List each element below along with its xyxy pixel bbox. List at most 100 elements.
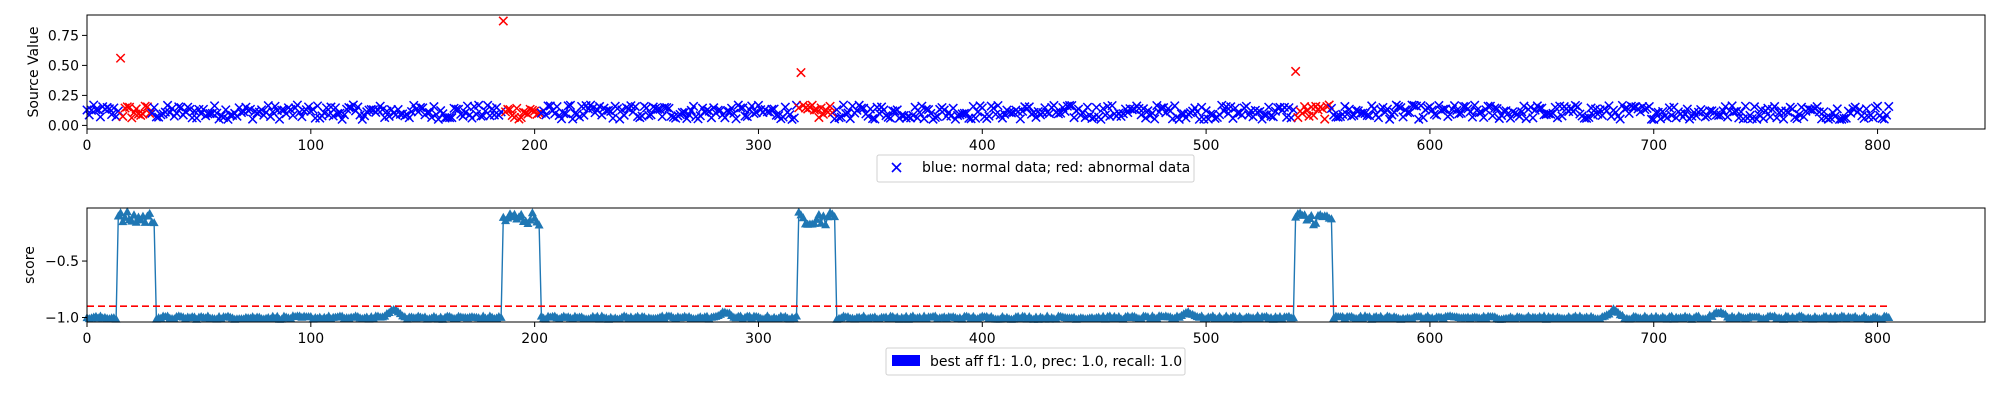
- normal-point: [838, 100, 849, 110]
- point-stroke: [113, 106, 124, 116]
- point-stroke: [328, 111, 338, 121]
- bottom-x-tick-label: 200: [521, 331, 548, 347]
- point-stroke: [814, 112, 824, 123]
- point-stroke: [552, 101, 562, 112]
- normal-point: [496, 107, 506, 117]
- point-stroke: [498, 16, 509, 26]
- abnormal-point: [127, 113, 137, 123]
- point-stroke: [127, 113, 137, 123]
- point-stroke: [303, 102, 314, 112]
- point-stroke: [330, 103, 341, 113]
- top-axes-frame: [86, 14, 1986, 130]
- point-stroke: [1087, 113, 1097, 124]
- point-stroke: [731, 114, 741, 124]
- top-y-axis-label: Source Value: [26, 27, 42, 118]
- abnormal-point: [118, 111, 128, 122]
- point-stroke: [1311, 101, 1321, 112]
- bottom-x-ticks: 0 100 200 300 400 500 600 700 800: [83, 322, 1891, 347]
- point-stroke: [1651, 107, 1661, 118]
- abnormal-point: [144, 108, 155, 119]
- bottom-y-tick-label: −0.5: [45, 254, 79, 270]
- normal-point: [1830, 111, 1840, 122]
- normal-point: [1812, 101, 1822, 112]
- point-stroke: [1053, 109, 1064, 119]
- normal-point: [646, 110, 656, 120]
- normal-point: [865, 104, 876, 114]
- point-stroke: [834, 112, 844, 123]
- normal-point: [1053, 109, 1064, 119]
- point-stroke: [603, 105, 614, 116]
- normal-point: [84, 110, 94, 120]
- point-stroke: [1649, 114, 1659, 125]
- point-stroke: [91, 104, 101, 115]
- normal-point: [429, 101, 439, 112]
- point-stroke: [1326, 103, 1337, 114]
- point-stroke: [1140, 113, 1151, 123]
- normal-point: [1351, 105, 1361, 116]
- normal-point: [679, 107, 690, 118]
- point-stroke: [1787, 104, 1798, 114]
- point-stroke: [256, 105, 267, 115]
- point-stroke: [626, 100, 636, 111]
- normal-point: [1069, 112, 1079, 123]
- normal-point: [661, 102, 672, 113]
- point-stroke: [1711, 110, 1722, 120]
- point-stroke: [565, 100, 576, 111]
- point-stroke: [252, 108, 262, 118]
- point-stroke: [1510, 108, 1520, 118]
- point-stroke: [1268, 112, 1278, 122]
- point-stroke: [1346, 111, 1357, 121]
- point-stroke: [563, 101, 573, 111]
- point-stroke: [1626, 101, 1637, 111]
- point-stroke: [1617, 100, 1628, 111]
- point-stroke: [375, 101, 385, 111]
- normal-point: [563, 101, 573, 111]
- top-y-tick-label: 0.50: [48, 58, 79, 74]
- normal-point: [1546, 109, 1556, 119]
- point-stroke: [780, 102, 791, 112]
- point-stroke: [726, 103, 737, 113]
- abnormal-point: [131, 104, 141, 114]
- point-stroke: [946, 111, 956, 121]
- point-stroke: [384, 111, 394, 122]
- normal-point: [908, 110, 918, 121]
- point-stroke: [865, 104, 876, 114]
- point-stroke: [930, 112, 941, 123]
- point-stroke: [677, 107, 688, 118]
- point-stroke: [1680, 108, 1690, 119]
- point-stroke: [496, 107, 506, 117]
- point-stroke: [1100, 110, 1111, 120]
- point-stroke: [543, 101, 553, 111]
- point-stroke: [959, 108, 970, 119]
- abnormal-point: [796, 67, 806, 78]
- point-stroke: [1458, 101, 1469, 112]
- top-x-tick-label: 800: [1864, 138, 1891, 154]
- score-marker: [116, 208, 126, 217]
- point-stroke: [1465, 107, 1475, 117]
- point-stroke: [1478, 112, 1489, 123]
- bottom-axes-frame: [86, 207, 1986, 323]
- normal-point: [541, 110, 551, 120]
- normal-point: [738, 103, 748, 113]
- point-stroke: [335, 108, 345, 118]
- normal-point: [914, 107, 925, 118]
- top-legend-box: [876, 154, 1195, 183]
- bottom-y-tick-label: −1.0: [45, 310, 79, 326]
- point-stroke: [279, 105, 289, 115]
- point-stroke: [1722, 112, 1733, 122]
- score-marker: [798, 213, 808, 222]
- point-stroke: [1832, 104, 1843, 114]
- normal-point: [1467, 112, 1478, 122]
- point-stroke: [326, 102, 336, 112]
- score-marker: [1884, 312, 1894, 321]
- point-stroke: [823, 107, 833, 117]
- point-stroke: [480, 106, 491, 116]
- point-stroke: [1449, 100, 1460, 111]
- top-x-tick-label: 400: [969, 138, 996, 154]
- normal-point: [1861, 104, 1872, 114]
- point-stroke: [1590, 104, 1601, 114]
- normal-point: [863, 111, 873, 121]
- point-stroke: [1031, 112, 1041, 123]
- point-stroke: [377, 104, 388, 115]
- point-stroke: [174, 102, 184, 112]
